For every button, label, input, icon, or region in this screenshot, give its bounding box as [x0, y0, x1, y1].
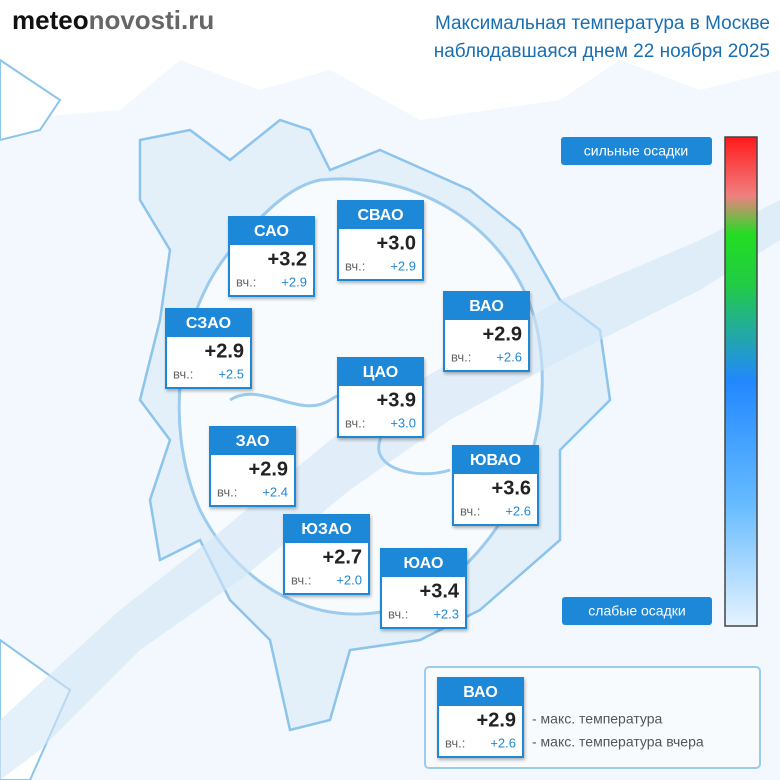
- prev-temp: +2.6: [490, 735, 516, 750]
- max-temp: +2.9: [249, 458, 288, 480]
- box-header: [338, 201, 423, 229]
- prev-label: вч.:: [460, 503, 480, 518]
- district-box: ЗАО +2.9 вч.: +2.4: [209, 426, 296, 507]
- max-temp: +2.9: [205, 340, 244, 362]
- prev-label: вч.:: [291, 572, 311, 587]
- precip-colorbar: [724, 136, 758, 627]
- district-name: ЦАО: [363, 364, 398, 381]
- prev-temp: +2.9: [390, 258, 416, 273]
- district-name: СЗАО: [186, 315, 231, 332]
- prev-temp: +2.5: [218, 366, 244, 381]
- logo-light: novosti.ru: [89, 5, 215, 35]
- district-box: ЮЗАО +2.7 вч.: +2.0: [283, 514, 370, 595]
- prev-label: вч.:: [173, 366, 193, 381]
- district-name: ВАО: [469, 298, 504, 315]
- label-box: [561, 137, 712, 165]
- prev-label: вч.:: [445, 735, 465, 750]
- box-header: [438, 678, 523, 706]
- district-name: ЮАО: [404, 555, 444, 572]
- district-name: ЗАО: [236, 433, 270, 450]
- legend-temp-desc: - макс. температура: [532, 711, 663, 727]
- precip-band: [0, 200, 780, 780]
- logo-bold: meteo: [12, 5, 89, 35]
- prev-label: вч.:: [345, 258, 365, 273]
- box-header: [453, 446, 538, 474]
- logo: meteonovosti.ru: [12, 5, 214, 35]
- prev-label: вч.:: [388, 606, 408, 621]
- max-temp: +3.2: [268, 248, 307, 270]
- district-box: ВАО +2.9 вч.: +2.6: [437, 677, 524, 758]
- district-box: СВАО +3.0 вч.: +2.9: [337, 200, 424, 281]
- district-box: САО +3.2 вч.: +2.9: [228, 216, 315, 297]
- box-header: [381, 549, 466, 577]
- box-header: [338, 358, 423, 386]
- prev-temp: +2.6: [496, 349, 522, 364]
- max-temp: +2.9: [477, 709, 516, 731]
- max-temp: +2.7: [323, 546, 362, 568]
- max-temp: +3.4: [420, 580, 460, 602]
- prev-temp: +2.9: [281, 274, 307, 289]
- prev-label: вч.:: [236, 274, 256, 289]
- district-box: ЦАО +3.9 вч.: +3.0: [337, 357, 424, 438]
- title: наблюдавшаяся днем 22 ноября 2025: [434, 41, 770, 62]
- district-box: СЗАО +2.9 вч.: +2.5: [165, 308, 252, 389]
- prev-temp: +2.3: [433, 606, 459, 621]
- prev-temp: +2.6: [505, 503, 531, 518]
- prev-label: вч.:: [451, 349, 471, 364]
- district-name: ЮЗАО: [301, 521, 351, 538]
- district-box: ЮАО +3.4 вч.: +2.3: [380, 548, 467, 629]
- precip-bottom-label: слабые осадки: [588, 603, 685, 619]
- district-name: САО: [254, 223, 289, 240]
- prev-temp: +2.4: [262, 484, 288, 499]
- max-temp: +3.0: [377, 232, 416, 254]
- district-box: ЮВАО +3.6 вч.: +2.6: [452, 445, 539, 526]
- title: Максимальная температура в Москве: [435, 13, 770, 34]
- outside-region: [0, 0, 780, 120]
- prev-label: вч.:: [345, 415, 365, 430]
- prev-temp: +2.0: [336, 572, 362, 587]
- prev-label: вч.:: [217, 484, 237, 499]
- legend-prev-desc: - макс. температура вчера: [532, 734, 704, 750]
- region-outline: [0, 58, 72, 780]
- label-box: [562, 597, 712, 625]
- max-temp: +3.6: [492, 477, 531, 499]
- max-temp: +2.9: [483, 323, 522, 345]
- precip-top-label: сильные осадки: [584, 143, 688, 159]
- box-header: [229, 217, 314, 245]
- max-temp: +3.9: [377, 389, 416, 411]
- box-header: [166, 309, 251, 337]
- district-box: ВАО +2.9 вч.: +2.6: [443, 291, 530, 372]
- prev-temp: +3.0: [390, 415, 416, 430]
- district-name: СВАО: [357, 207, 403, 224]
- box-header: [444, 292, 529, 320]
- box-header: [210, 427, 295, 455]
- district-name: ВАО: [463, 684, 498, 701]
- box-header: [284, 515, 369, 543]
- district-name: ЮВАО: [470, 452, 521, 469]
